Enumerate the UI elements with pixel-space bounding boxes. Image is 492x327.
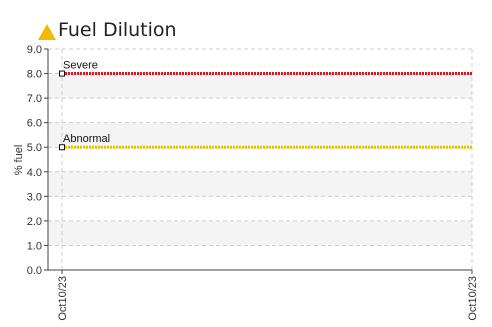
x-tick-label: Oct10/23: [467, 276, 479, 321]
series-start-marker: [59, 144, 65, 151]
y-tick-label: 2.0: [27, 216, 42, 228]
plot-bands: [48, 73, 472, 246]
y-tick-label: 8.0: [27, 69, 42, 81]
chart-title: Fuel Dilution: [58, 19, 177, 41]
series-start-marker: [59, 70, 65, 77]
plot-band: [48, 73, 472, 99]
plot-band: [48, 171, 472, 197]
axes: [44, 48, 473, 274]
warning-triangle-icon: [38, 24, 56, 40]
y-tick-label: 3.0: [27, 191, 42, 203]
series-label-severe: Severe: [63, 60, 98, 72]
y-tick-label: 5.0: [27, 142, 42, 154]
y-tick-label: 4.0: [27, 167, 42, 179]
y-tick-label: 7.0: [27, 93, 42, 105]
x-tick-labels: Oct10/23 Oct10/23: [57, 276, 479, 321]
series-lines: Severe Abnormal: [59, 60, 472, 151]
y-tick-label: 9.0: [27, 44, 42, 56]
y-tick-label: 1.0: [27, 240, 42, 252]
y-tick-label: 0.0: [27, 265, 42, 277]
series-label-abnormal: Abnormal: [63, 133, 110, 145]
y-tick-labels: 0.0 1.0 2.0 3.0 4.0 5.0 6.0 7.0 8.0 9.0: [27, 44, 42, 277]
y-axis-label: % fuel: [13, 145, 25, 176]
x-tick-label: Oct10/23: [57, 276, 69, 321]
plot-band: [48, 220, 472, 246]
y-tick-label: 6.0: [27, 118, 42, 130]
plot-band: [48, 122, 472, 148]
chart-header: Fuel Dilution: [0, 0, 492, 44]
